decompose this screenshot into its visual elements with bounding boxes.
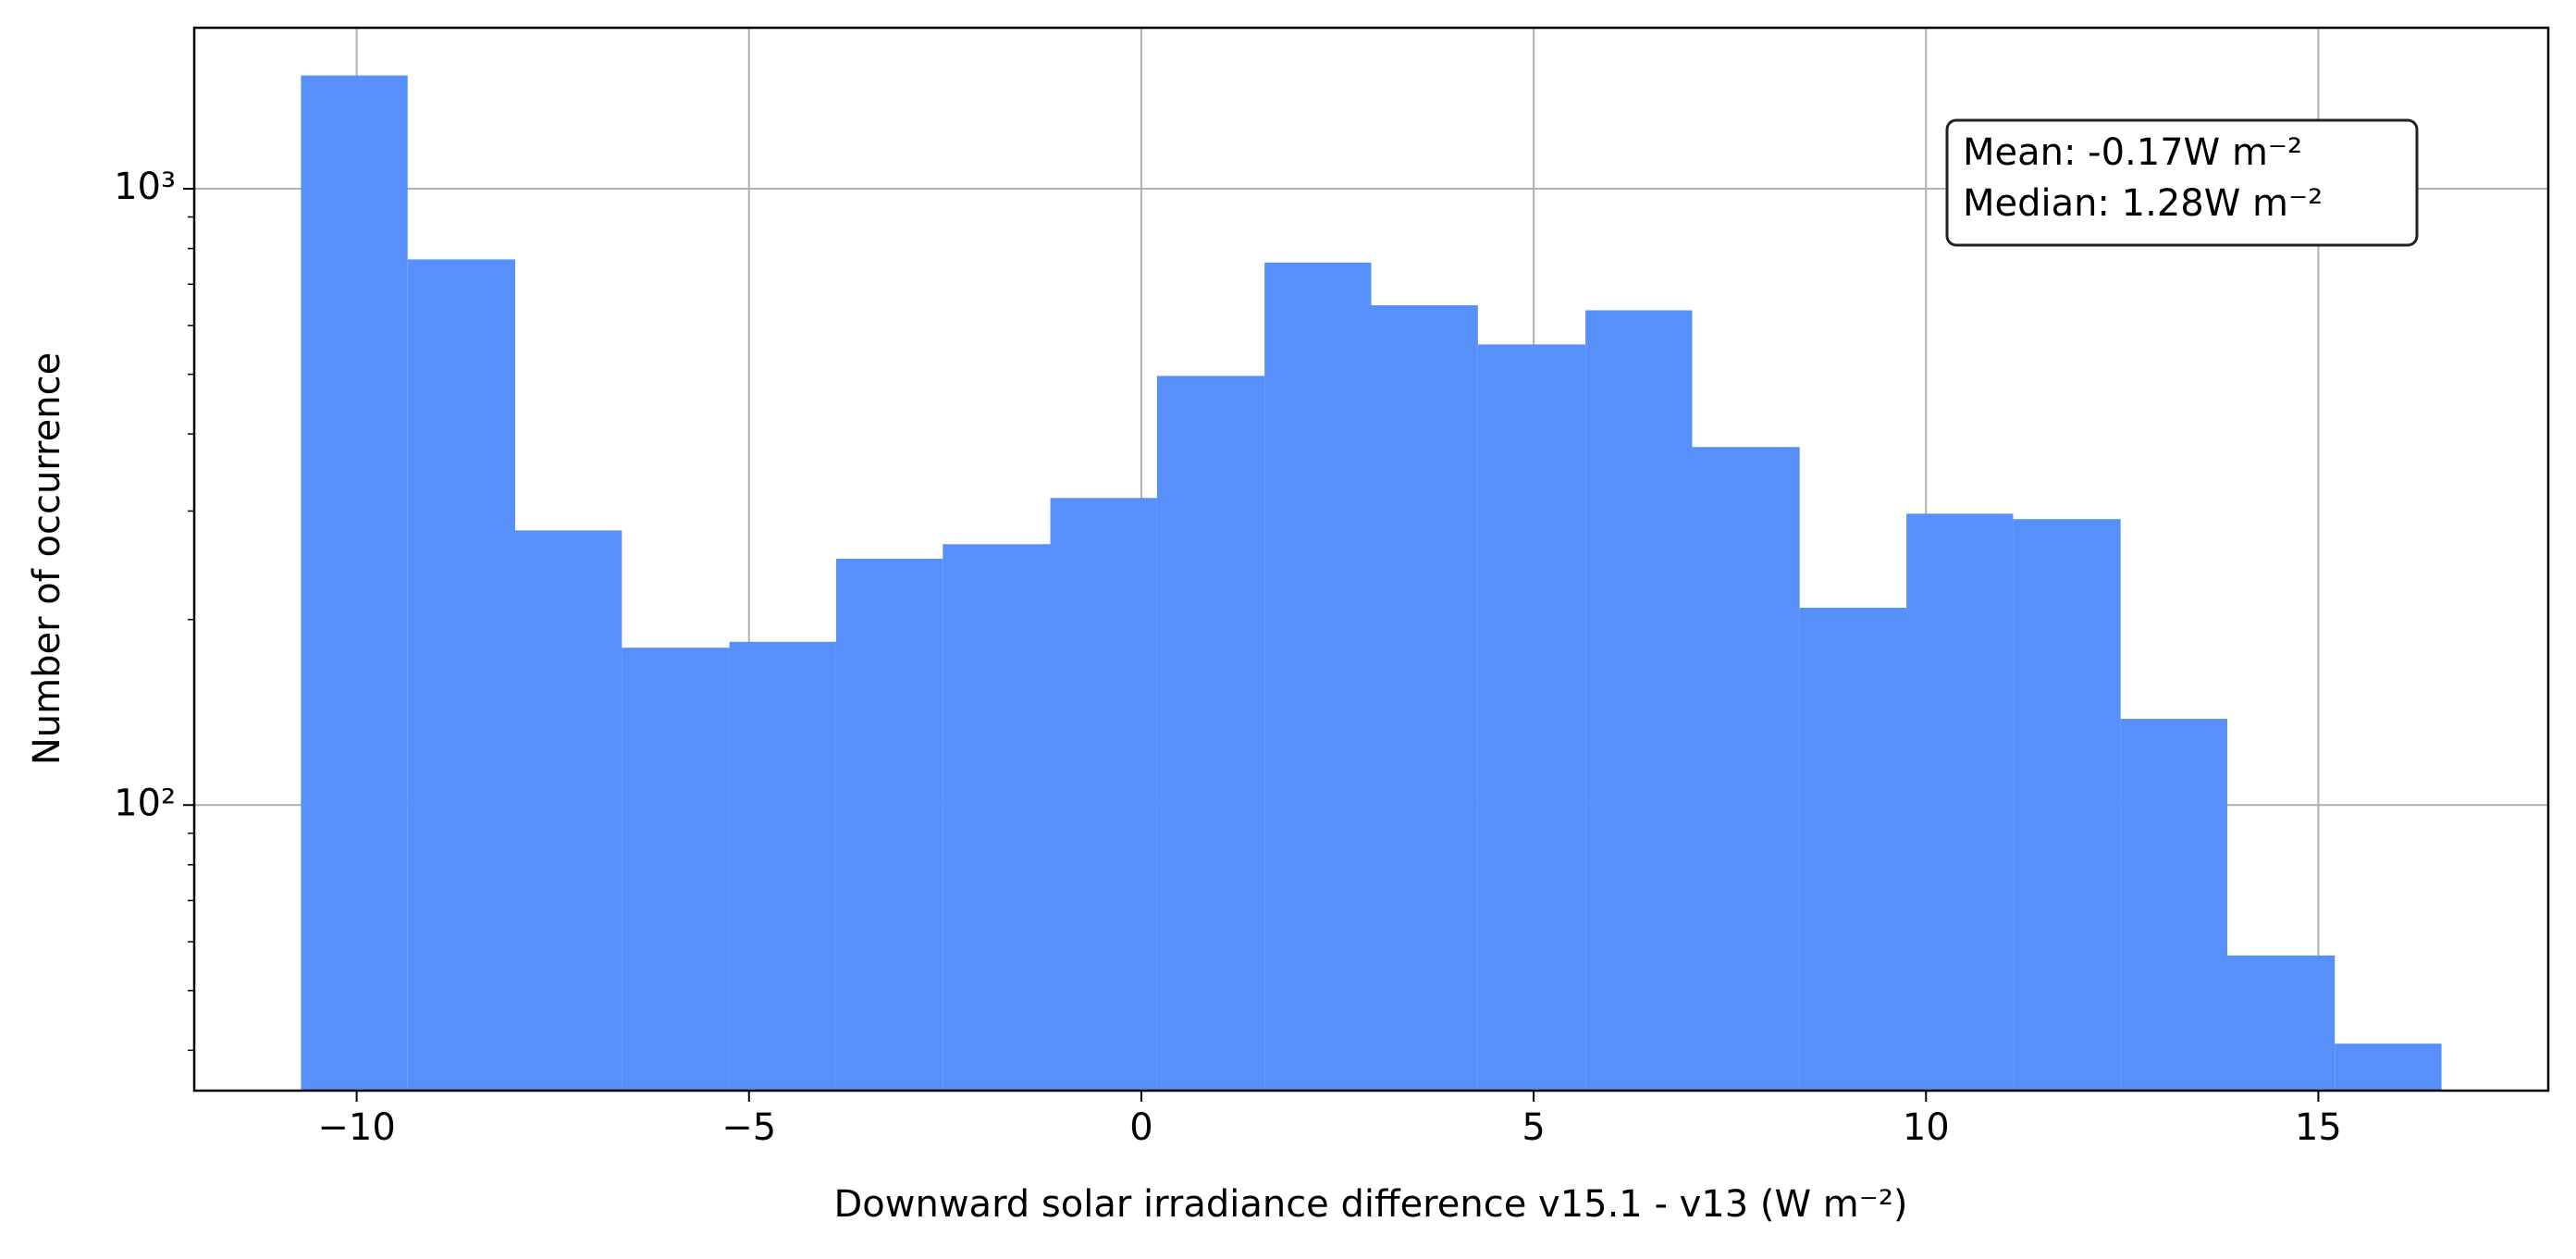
bar bbox=[1799, 607, 1907, 1091]
bar bbox=[301, 75, 408, 1092]
bar bbox=[514, 530, 622, 1091]
bar bbox=[2013, 519, 2121, 1091]
x-tick-label: 10 bbox=[1903, 1106, 1950, 1149]
bar bbox=[1371, 305, 1478, 1091]
bar bbox=[1692, 447, 1800, 1092]
x-tick-label: −5 bbox=[721, 1106, 776, 1149]
bars bbox=[301, 75, 2442, 1092]
bar bbox=[2227, 955, 2336, 1091]
y-tick-label: 10³ bbox=[114, 166, 176, 208]
annotation-text: Median: 1.28W m⁻² bbox=[1963, 182, 2323, 225]
bar bbox=[943, 544, 1051, 1091]
bar bbox=[729, 641, 836, 1091]
bar bbox=[1264, 262, 1372, 1091]
x-tick-label: −10 bbox=[317, 1106, 395, 1149]
bar bbox=[1477, 344, 1586, 1092]
bar bbox=[1156, 376, 1265, 1091]
plot-frame bbox=[192, 26, 2550, 1092]
y-axis-label: Number of occurrence bbox=[26, 352, 68, 765]
bar bbox=[1050, 498, 1157, 1091]
bar bbox=[407, 259, 515, 1091]
bar bbox=[1585, 310, 1693, 1091]
x-axis-label: Downward solar irradiance difference v15… bbox=[834, 1183, 1908, 1226]
annotation-text: Mean: -0.17W m⁻² bbox=[1963, 131, 2302, 174]
x-tick-label: 15 bbox=[2295, 1106, 2342, 1149]
bar bbox=[835, 558, 943, 1091]
annotation-box bbox=[1945, 118, 2419, 247]
bar bbox=[622, 648, 730, 1091]
bar bbox=[2335, 1043, 2442, 1091]
x-tick-label: 0 bbox=[1129, 1106, 1152, 1149]
bar bbox=[2120, 719, 2228, 1091]
bar bbox=[1906, 513, 2014, 1091]
y-tick-label: 10² bbox=[114, 782, 176, 824]
x-tick-label: 5 bbox=[1522, 1106, 1545, 1149]
